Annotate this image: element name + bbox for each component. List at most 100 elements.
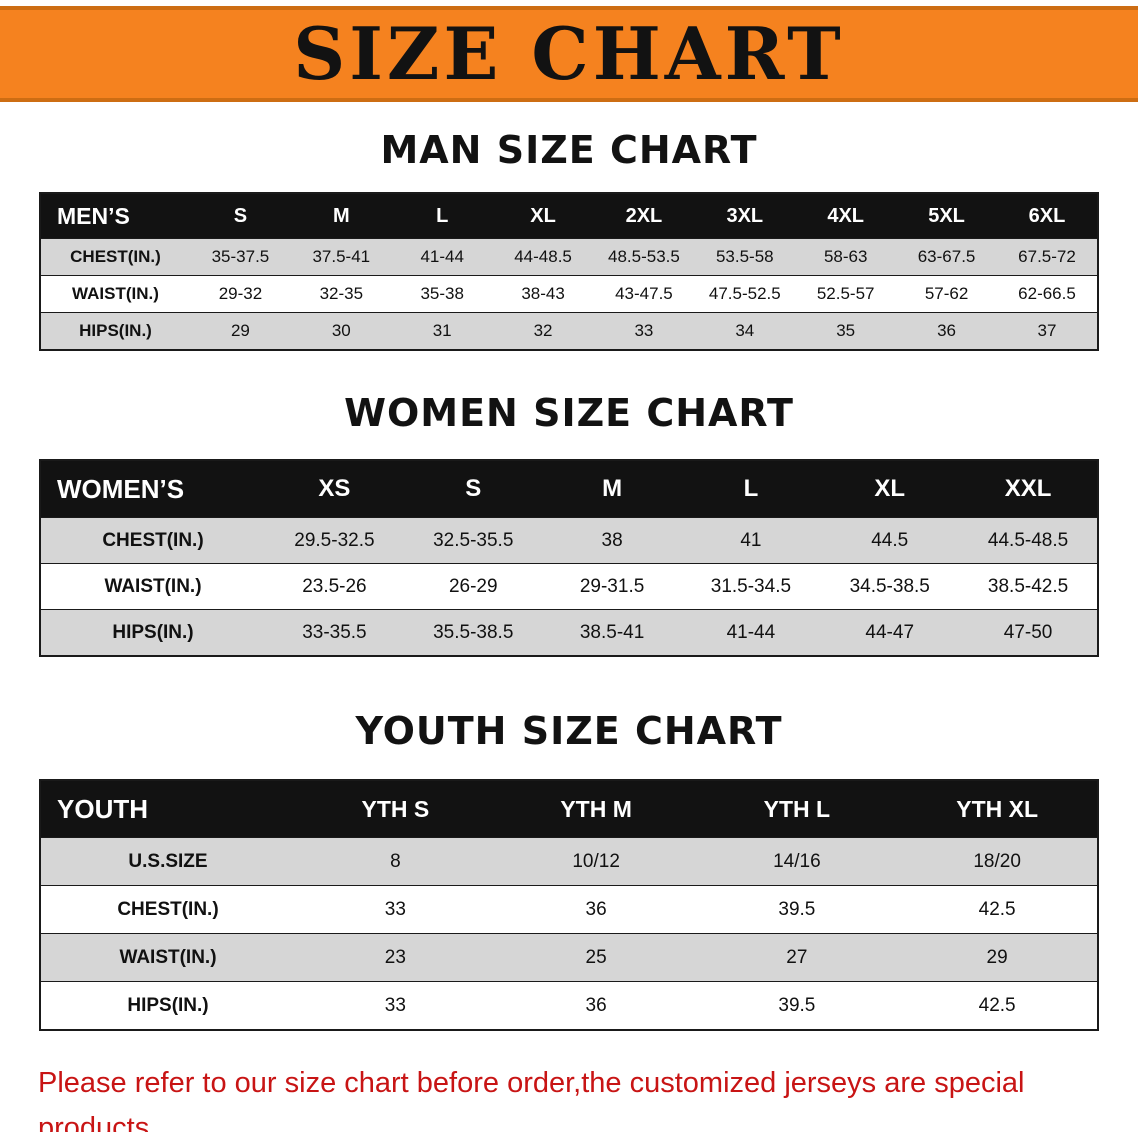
youth-size-table: YOUTH YTH S YTH M YTH L YTH XL U.S.SIZE … [39, 779, 1099, 1031]
size-cell: 25 [495, 933, 697, 982]
size-cell: 8 [295, 837, 496, 886]
row-label: HIPS(IN.) [40, 312, 190, 350]
size-cell: 43-47.5 [593, 275, 695, 313]
size-cell: 27 [696, 933, 898, 982]
size-cell: 33-35.5 [265, 609, 404, 656]
size-cell: 30 [290, 312, 392, 350]
size-chart-banner: SIZE CHART [0, 6, 1138, 102]
size-cell: 35-37.5 [190, 238, 291, 276]
table-row: HIPS(IN.) 29 30 31 32 33 34 35 36 37 [40, 312, 1098, 350]
row-label: WAIST(IN.) [40, 933, 295, 982]
column-header: XS [265, 460, 404, 518]
size-cell: 36 [896, 312, 997, 350]
size-cell: 31.5-34.5 [681, 563, 821, 610]
column-header: YTH M [495, 780, 697, 838]
table-row: U.S.SIZE 8 10/12 14/16 18/20 [40, 837, 1098, 886]
youth-section-heading: YOUTH SIZE CHART [355, 709, 783, 753]
order-policy-note: Please refer to our size chart before or… [38, 1061, 1100, 1132]
size-cell: 34 [694, 312, 796, 350]
row-label: U.S.SIZE [40, 837, 295, 886]
size-cell: 38.5-42.5 [959, 563, 1098, 610]
row-label: WAIST(IN.) [40, 563, 265, 610]
row-label: HIPS(IN.) [40, 981, 295, 1030]
size-cell: 23 [295, 933, 496, 982]
page-title: SIZE CHART [293, 11, 845, 96]
column-header: XL [820, 460, 960, 518]
size-cell: 29.5-32.5 [265, 517, 404, 564]
table-row: CHEST(IN.) 29.5-32.5 32.5-35.5 38 41 44.… [40, 517, 1098, 564]
column-header: L [681, 460, 821, 518]
size-cell: 29-31.5 [542, 563, 682, 610]
size-cell: 29 [190, 312, 291, 350]
size-cell: 35 [795, 312, 897, 350]
row-label: HIPS(IN.) [40, 609, 265, 656]
men-section-heading: MAN SIZE CHART [380, 128, 758, 172]
size-cell: 41-44 [391, 238, 493, 276]
order-policy-line-1: Please refer to our size chart before or… [38, 1067, 1025, 1132]
column-header: 6XL [997, 193, 1098, 239]
size-cell: 35.5-38.5 [403, 609, 543, 656]
size-cell: 63-67.5 [896, 238, 997, 276]
table-row: CHEST(IN.) 35-37.5 37.5-41 41-44 44-48.5… [40, 238, 1098, 276]
size-cell: 57-62 [896, 275, 997, 313]
size-cell: 31 [391, 312, 493, 350]
size-cell: 32-35 [290, 275, 392, 313]
size-cell: 41-44 [681, 609, 821, 656]
size-cell: 32 [492, 312, 594, 350]
column-header: YTH L [696, 780, 898, 838]
row-label: CHEST(IN.) [40, 885, 295, 934]
column-header: XXL [959, 460, 1098, 518]
size-cell: 44.5 [820, 517, 960, 564]
size-cell: 33 [295, 981, 496, 1030]
size-cell: 10/12 [495, 837, 697, 886]
column-header: YTH S [295, 780, 496, 838]
size-cell: 58-63 [795, 238, 897, 276]
size-cell: 67.5-72 [997, 238, 1098, 276]
size-cell: 48.5-53.5 [593, 238, 695, 276]
womens-size-table: WOMEN’S XS S M L XL XXL CHEST(IN.) 29.5-… [39, 459, 1099, 657]
table-corner-label: WOMEN’S [40, 460, 265, 518]
table-row: WAIST(IN.) 23 25 27 29 [40, 933, 1098, 982]
size-cell: 47.5-52.5 [694, 275, 796, 313]
size-cell: 33 [295, 885, 496, 934]
size-cell: 38 [542, 517, 682, 564]
size-cell: 39.5 [696, 981, 898, 1030]
column-header: M [542, 460, 682, 518]
size-cell: 37 [997, 312, 1098, 350]
column-header: 2XL [593, 193, 695, 239]
size-cell: 62-66.5 [997, 275, 1098, 313]
row-label: CHEST(IN.) [40, 517, 265, 564]
table-header-row: MEN’S S M L XL 2XL 3XL 4XL 5XL 6XL [40, 193, 1098, 239]
column-header: 4XL [795, 193, 897, 239]
size-cell: 33 [593, 312, 695, 350]
size-cell: 42.5 [897, 885, 1098, 934]
column-header: 3XL [694, 193, 796, 239]
table-corner-label: MEN’S [40, 193, 190, 239]
size-cell: 23.5-26 [265, 563, 404, 610]
column-header: M [290, 193, 392, 239]
size-cell: 35-38 [391, 275, 493, 313]
size-cell: 44-48.5 [492, 238, 594, 276]
size-cell: 36 [495, 981, 697, 1030]
size-cell: 18/20 [897, 837, 1098, 886]
mens-size-table: MEN’S S M L XL 2XL 3XL 4XL 5XL 6XL CHEST… [39, 192, 1099, 351]
size-cell: 36 [495, 885, 697, 934]
size-cell: 41 [681, 517, 821, 564]
size-cell: 29-32 [190, 275, 291, 313]
size-cell: 37.5-41 [290, 238, 392, 276]
size-cell: 26-29 [403, 563, 543, 610]
table-row: HIPS(IN.) 33-35.5 35.5-38.5 38.5-41 41-4… [40, 609, 1098, 656]
table-corner-label: YOUTH [40, 780, 295, 838]
row-label: CHEST(IN.) [40, 238, 190, 276]
women-section-heading: WOMEN SIZE CHART [344, 391, 794, 435]
column-header: 5XL [896, 193, 997, 239]
table-header-row: WOMEN’S XS S M L XL XXL [40, 460, 1098, 518]
column-header: XL [492, 193, 594, 239]
row-label: WAIST(IN.) [40, 275, 190, 313]
size-cell: 47-50 [959, 609, 1098, 656]
size-cell: 38-43 [492, 275, 594, 313]
table-row: HIPS(IN.) 33 36 39.5 42.5 [40, 981, 1098, 1030]
size-cell: 29 [897, 933, 1098, 982]
table-header-row: YOUTH YTH S YTH M YTH L YTH XL [40, 780, 1098, 838]
size-cell: 14/16 [696, 837, 898, 886]
